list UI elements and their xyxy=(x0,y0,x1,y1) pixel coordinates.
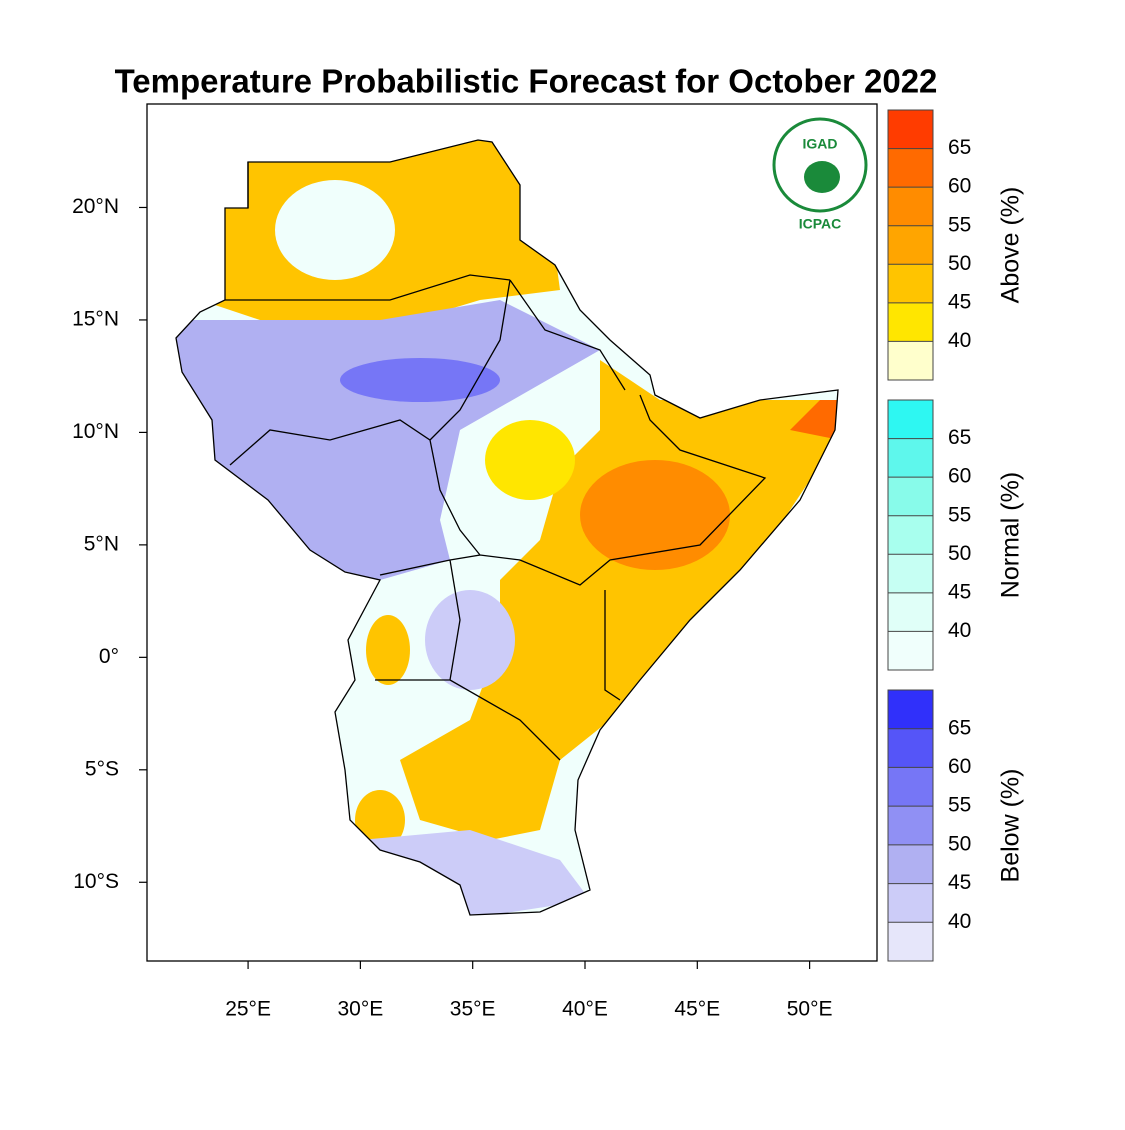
colorbar-tick-label: 60 xyxy=(948,465,971,488)
y-tick-label: 10°S xyxy=(73,870,119,893)
colorbar-tick-label: 45 xyxy=(948,290,971,313)
colorbar-tick-label: 65 xyxy=(948,136,971,159)
logo-bottom: ICPAC xyxy=(799,216,842,232)
y-tick-label: 5°N xyxy=(84,532,119,555)
colorbar-tick-label: 55 xyxy=(948,503,971,526)
x-tick-label: 45°E xyxy=(674,998,720,1021)
x-tick-label: 40°E xyxy=(562,998,608,1021)
colorbar-tick-label: 55 xyxy=(948,213,971,236)
colorbar-swatch xyxy=(888,806,933,845)
colorbar-swatch xyxy=(888,400,933,439)
y-tick-label: 5°S xyxy=(85,757,119,780)
colorbar-swatch xyxy=(888,690,933,729)
colorbar-swatch xyxy=(888,302,933,342)
colorbar-swatch xyxy=(888,438,933,478)
colorbar-tick-label: 65 xyxy=(948,716,971,739)
x-tick-label: 50°E xyxy=(787,998,833,1021)
colorbar-swatch xyxy=(888,341,933,380)
x-tick-label: 25°E xyxy=(225,998,271,1021)
colorbar-frame xyxy=(887,399,934,671)
y-tick-label: 15°N xyxy=(72,307,119,330)
colorbar-swatch xyxy=(888,264,933,303)
colorbar-tick-label: 45 xyxy=(948,580,971,603)
colorbar-tick-label: 50 xyxy=(948,542,971,565)
colorbar-swatch xyxy=(888,922,933,961)
colorbar-tick-label: 65 xyxy=(948,426,971,449)
colorbar-swatch xyxy=(888,883,933,923)
colorbar-title: Above (%) xyxy=(997,187,1025,304)
colorbar-swatch xyxy=(888,728,933,768)
logo: IGAD ICPAC xyxy=(772,117,868,232)
colorbar-tick-label: 50 xyxy=(948,832,971,855)
colorbar-tick-label: 60 xyxy=(948,755,971,778)
logo-top: IGAD xyxy=(803,136,838,152)
colorbar-title: Normal (%) xyxy=(997,472,1025,598)
colorbar-frame xyxy=(887,109,934,381)
colorbar-swatch xyxy=(888,110,933,149)
colorbar-title: Below (%) xyxy=(997,769,1025,883)
colorbar-tick-label: 40 xyxy=(948,910,971,933)
chart-title: Temperature Probabilistic Forecast for O… xyxy=(115,63,938,100)
colorbar-tick-label: 55 xyxy=(948,794,971,817)
colorbar-tick-label: 40 xyxy=(948,329,971,352)
colorbar-swatch xyxy=(888,225,933,265)
colorbar-swatch xyxy=(888,477,933,516)
colorbar-swatch xyxy=(888,148,933,188)
colorbar-tick-label: 45 xyxy=(948,871,971,894)
colorbar-frame xyxy=(887,689,934,962)
colorbar-swatch xyxy=(888,767,933,807)
colorbar-swatch xyxy=(888,592,933,632)
y-tick-label: 10°N xyxy=(72,420,119,443)
colorbar-tick-label: 50 xyxy=(948,252,971,275)
colorbar-swatch xyxy=(888,554,933,593)
colorbar-swatch xyxy=(888,844,933,884)
colorbar-swatch xyxy=(888,515,933,555)
colorbar-tick-label: 40 xyxy=(948,619,971,642)
country-borders xyxy=(225,162,767,761)
colorbar-swatch xyxy=(888,631,933,670)
y-tick-label: 20°N xyxy=(72,195,119,218)
colorbar-tick-label: 60 xyxy=(948,175,971,198)
x-tick-label: 30°E xyxy=(338,998,384,1021)
colorbar-swatch xyxy=(888,187,933,226)
y-tick-label: 0° xyxy=(99,645,119,668)
x-tick-label: 35°E xyxy=(450,998,496,1021)
